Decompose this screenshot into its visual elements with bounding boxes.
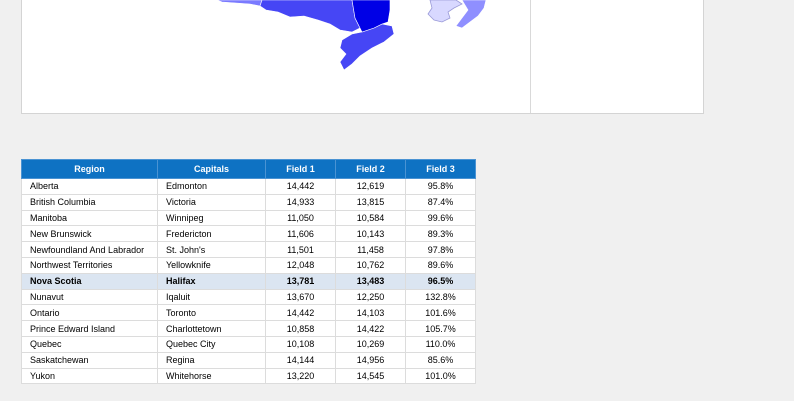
table-cell: 14,545	[335, 367, 406, 385]
data-grid: Region Capitals Field 1 Field 2 Field 3 …	[21, 159, 476, 385]
table-cell: Fredericton	[157, 225, 266, 243]
table-cell: Edmonton	[157, 178, 266, 195]
table-cell: 95.8%	[405, 178, 476, 195]
table-cell: 14,933	[265, 193, 336, 211]
column-header-capitals[interactable]: Capitals	[157, 159, 266, 179]
table-cell: Alberta	[21, 178, 158, 195]
table-cell: 13,670	[265, 288, 336, 306]
table-cell: 14,442	[265, 178, 336, 195]
table-cell: 13,483	[335, 272, 406, 290]
table-row[interactable]: Saskatchewan Regina 14,144 14,956 85.6%	[21, 351, 476, 369]
table-cell: 11,501	[265, 241, 336, 258]
panel-divider	[530, 0, 531, 113]
table-row[interactable]: Quebec Quebec City 10,108 10,269 110.0%	[21, 335, 476, 353]
table-cell: Iqaluit	[157, 288, 266, 306]
table-row[interactable]: Prince Edward Island Charlottetown 10,858 1…	[21, 320, 476, 337]
table-cell: 105.7%	[405, 320, 476, 337]
table-cell: 11,458	[335, 241, 406, 258]
table-cell: 101.6%	[405, 304, 476, 322]
table-cell: 10,108	[265, 335, 336, 353]
table-cell: Whitehorse	[157, 367, 266, 385]
table-cell: 10,584	[335, 209, 406, 227]
map-region-newfoundland[interactable]	[427, 0, 463, 23]
column-header-region[interactable]: Region	[21, 159, 158, 179]
table-cell: 12,619	[335, 178, 406, 195]
table-row[interactable]: Alberta Edmonton 14,442 12,619 95.8%	[21, 178, 476, 195]
table-row[interactable]: Manitoba Winnipeg 11,050 10,584 99.6%	[21, 209, 476, 227]
table-cell: Northwest Territories	[21, 256, 158, 274]
table-cell: 14,442	[265, 304, 336, 322]
column-header-field-2[interactable]: Field 2	[335, 159, 406, 179]
table-cell: 10,762	[335, 256, 406, 274]
table-cell: 10,143	[335, 225, 406, 243]
table-cell: Newfoundland And Labrador	[21, 241, 158, 258]
table-cell: Yellowknife	[157, 256, 266, 274]
table-cell: 13,781	[265, 272, 336, 290]
table-cell: Winnipeg	[157, 209, 266, 227]
table-cell: 85.6%	[405, 351, 476, 369]
table-cell: 10,858	[265, 320, 336, 337]
table-cell: 11,606	[265, 225, 336, 243]
table-cell: 101.0%	[405, 367, 476, 385]
table-cell: British Columbia	[21, 193, 158, 211]
table-row[interactable]: Ontario Toronto 14,442 14,103 101.6%	[21, 304, 476, 322]
table-cell: 13,220	[265, 367, 336, 385]
table-cell: 14,144	[265, 351, 336, 369]
table-cell: Victoria	[157, 193, 266, 211]
table-row[interactable]: Yukon Whitehorse 13,220 14,545 101.0%	[21, 367, 476, 385]
table-cell: 110.0%	[405, 335, 476, 353]
table-row[interactable]: Nunavut Iqaluit 13,670 12,250 132.8%	[21, 288, 476, 306]
table-cell: 13,815	[335, 193, 406, 211]
table-cell: Nunavut	[21, 288, 158, 306]
table-cell: 12,250	[335, 288, 406, 306]
table-cell: Regina	[157, 351, 266, 369]
table-row[interactable]: British Columbia Victoria 14,933 13,815 87.4…	[21, 193, 476, 211]
table-cell: 10,269	[335, 335, 406, 353]
column-header-field-1[interactable]: Field 1	[265, 159, 336, 179]
table-cell: 97.8%	[405, 241, 476, 258]
table-cell: Nova Scotia	[21, 272, 158, 290]
table-cell: 11,050	[265, 209, 336, 227]
table-cell: Ontario	[21, 304, 158, 322]
table-cell: Prince Edward Island	[21, 320, 158, 337]
table-cell: Halifax	[157, 272, 266, 290]
table-cell: 87.4%	[405, 193, 476, 211]
table-cell: 89.3%	[405, 225, 476, 243]
map-region-maritimes[interactable]	[455, 0, 487, 29]
table-row[interactable]: Newfoundland And Labrador St. John's 11,50…	[21, 241, 476, 258]
map-region-manitoba[interactable]	[216, 0, 263, 7]
table-cell: 14,422	[335, 320, 406, 337]
table-row[interactable]: Nova Scotia Halifax 13,781 13,483 96.5%	[21, 272, 476, 290]
table-cell: Quebec	[21, 335, 158, 353]
table-cell: 96.5%	[405, 272, 476, 290]
column-header-field-3[interactable]: Field 3	[405, 159, 476, 179]
table-cell: Yukon	[21, 367, 158, 385]
table-cell: 14,103	[335, 304, 406, 322]
table-cell: St. John's	[157, 241, 266, 258]
grid-body: Alberta Edmonton 14,442 12,619 95.8% British …	[21, 178, 476, 385]
header-row: Region Capitals Field 1 Field 2 Field 3	[21, 159, 476, 179]
table-cell: 132.8%	[405, 288, 476, 306]
table-cell: Toronto	[157, 304, 266, 322]
table-cell: 99.6%	[405, 209, 476, 227]
map-panel	[21, 0, 704, 114]
table-cell: New Brunswick	[21, 225, 158, 243]
table-cell: Charlottetown	[157, 320, 266, 337]
table-cell: 89.6%	[405, 256, 476, 274]
table-row[interactable]: Northwest Territories Yellowknife 12,048 10…	[21, 256, 476, 274]
map-region-quebec[interactable]	[351, 0, 391, 33]
table-cell: 14,956	[335, 351, 406, 369]
table-cell: Quebec City	[157, 335, 266, 353]
table-cell: Manitoba	[21, 209, 158, 227]
table-row[interactable]: New Brunswick Fredericton 11,606 10,143 89.3…	[21, 225, 476, 243]
table-cell: Saskatchewan	[21, 351, 158, 369]
canada-map[interactable]	[22, 0, 704, 114]
table-cell: 12,048	[265, 256, 336, 274]
